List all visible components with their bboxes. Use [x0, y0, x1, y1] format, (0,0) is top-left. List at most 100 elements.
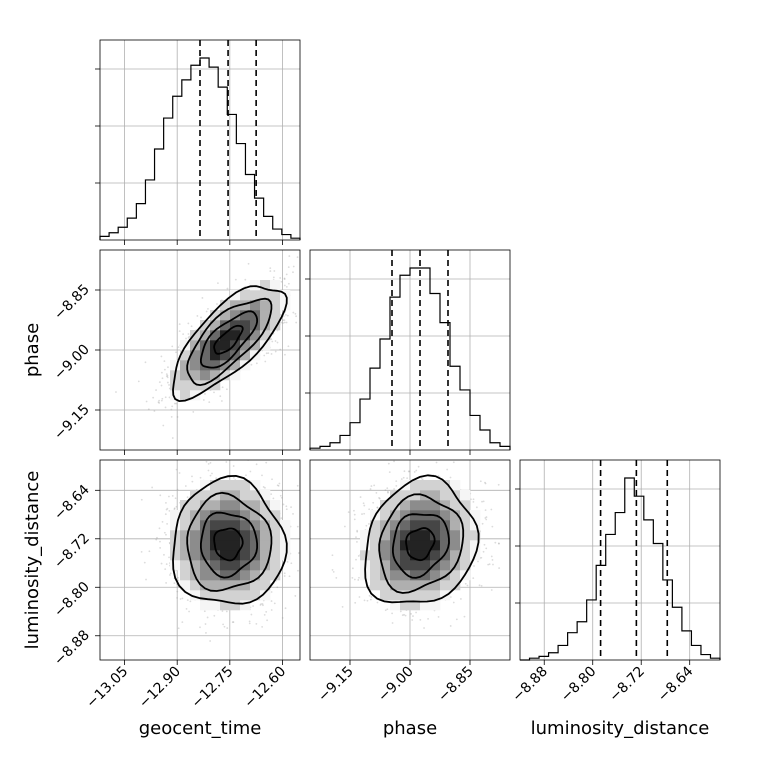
sample-point	[137, 380, 140, 383]
sample-point	[466, 584, 469, 587]
sample-point	[163, 360, 166, 363]
sample-point	[356, 529, 359, 532]
sample-point	[245, 474, 247, 477]
density-cell	[200, 490, 211, 501]
sample-point	[391, 612, 394, 615]
sample-point	[213, 391, 215, 394]
density-cell	[210, 590, 221, 601]
sample-point	[225, 610, 228, 613]
density-cell	[470, 530, 481, 541]
sample-point	[270, 493, 273, 496]
density-cell	[390, 520, 401, 531]
density-cell	[200, 540, 211, 551]
density-cell	[420, 590, 431, 601]
sample-point	[386, 487, 389, 490]
density-cell	[430, 580, 441, 591]
density-cell	[220, 480, 231, 491]
density-cell	[410, 480, 421, 491]
density-cell	[240, 600, 251, 611]
sample-point	[472, 577, 475, 580]
sample-point	[407, 470, 410, 473]
density-cell	[260, 490, 271, 501]
density-cell	[260, 570, 271, 581]
sample-point	[234, 278, 237, 281]
sample-point	[313, 544, 315, 546]
density-cell	[170, 520, 181, 531]
sample-point	[455, 618, 458, 621]
sample-point	[530, 544, 532, 546]
panel-frame	[99, 459, 301, 661]
density-cell	[430, 520, 441, 531]
density-cell	[370, 550, 381, 561]
density-cell	[360, 540, 371, 551]
density-cell	[200, 380, 211, 391]
density-cell	[250, 540, 261, 551]
density-cell	[250, 340, 261, 351]
density-cell	[220, 560, 231, 571]
sample-point	[285, 313, 287, 316]
sample-point	[269, 270, 272, 272]
sample-point	[497, 542, 500, 545]
sample-point	[480, 556, 483, 559]
histogram-steps	[520, 477, 721, 661]
density-cell	[270, 530, 281, 541]
density-cell	[210, 480, 221, 491]
sample-point	[314, 270, 316, 272]
density-cell	[180, 550, 191, 561]
y-tick-label-ph: −9.00	[51, 342, 93, 384]
density-cell	[180, 340, 191, 351]
density-cell	[470, 540, 481, 551]
sample-point	[160, 399, 163, 402]
sample-point	[165, 563, 168, 566]
sample-point	[314, 259, 316, 261]
sample-point	[296, 484, 299, 487]
sample-point	[244, 278, 247, 281]
sample-point	[182, 333, 185, 336]
density-cell	[250, 490, 261, 501]
density-cell	[460, 500, 471, 511]
density-cell	[200, 530, 211, 541]
density-panel-ph-ld	[309, 448, 532, 661]
sample-point	[384, 609, 387, 612]
sample-point	[485, 547, 488, 550]
sample-point	[283, 319, 286, 322]
sample-point	[356, 541, 358, 543]
density-cell	[380, 530, 391, 541]
contour-level-1	[405, 527, 436, 562]
density-cell	[450, 580, 461, 591]
contour-level-3	[378, 493, 465, 594]
density-cell	[230, 570, 241, 581]
sample-point	[191, 475, 193, 478]
density-cell	[190, 380, 201, 391]
density-cell	[220, 340, 231, 351]
density-cell	[200, 480, 211, 491]
sample-point	[300, 290, 302, 292]
sample-point	[463, 448, 465, 450]
density-cell	[270, 560, 281, 571]
sample-point	[484, 482, 487, 485]
density-cell	[210, 500, 221, 511]
sample-point	[225, 388, 228, 391]
sample-point	[279, 494, 282, 497]
sample-point	[408, 470, 411, 473]
sample-point	[157, 401, 160, 404]
sample-point	[437, 474, 440, 477]
sample-point	[171, 437, 174, 439]
sample-point	[497, 483, 500, 486]
sample-point	[167, 366, 169, 369]
sample-point	[363, 599, 366, 602]
sample-point	[232, 621, 235, 623]
sample-point	[160, 384, 163, 387]
sample-point	[295, 321, 298, 324]
density-cell	[430, 540, 441, 551]
density-cell	[250, 520, 261, 531]
sample-point	[279, 313, 282, 316]
density-cell	[240, 480, 251, 491]
y-axis-label-ph: phase	[22, 323, 43, 377]
sample-point	[267, 352, 270, 355]
density-cell	[370, 520, 381, 531]
sample-point	[177, 576, 179, 579]
sample-point	[341, 605, 344, 608]
sample-point	[376, 506, 379, 509]
sample-point	[196, 315, 199, 317]
